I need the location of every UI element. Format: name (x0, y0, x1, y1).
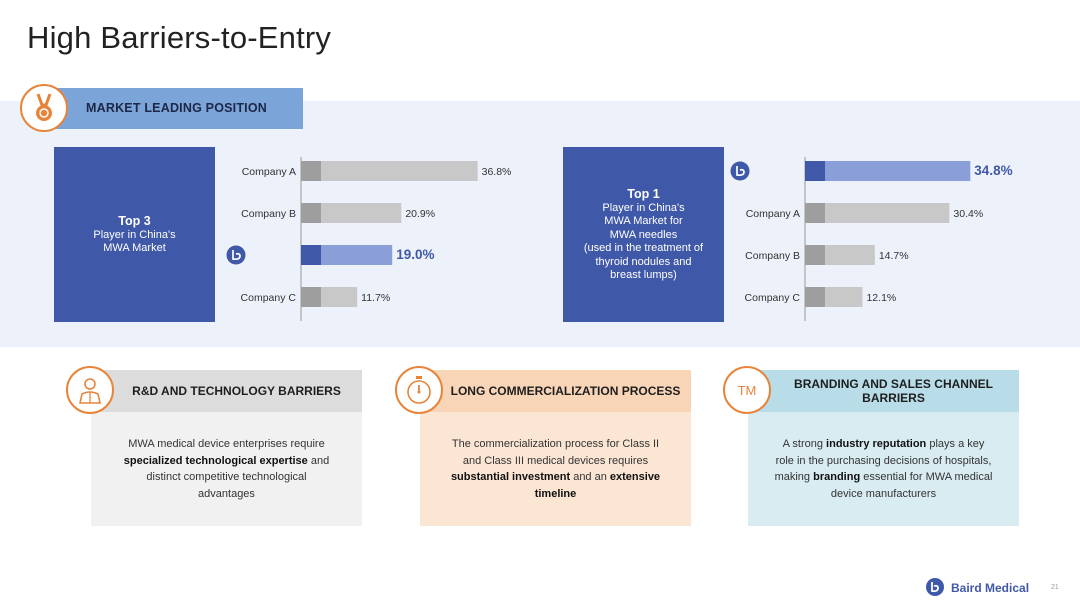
bar (301, 203, 402, 223)
value-label: 36.8% (482, 166, 512, 178)
bar-cap (301, 287, 321, 307)
card-body-text: essential for MWA medical device manufac… (830, 471, 993, 500)
value-label: 11.7% (361, 292, 390, 304)
bar-cap (301, 245, 321, 265)
bar (301, 245, 393, 265)
top1-note: (used in the treatment of thyroid nodule… (583, 242, 704, 281)
card-body-text: The commercialization process for Class … (451, 438, 660, 467)
market-header-label: MARKET LEADING POSITION (86, 101, 267, 115)
chart-right: 34.8% 30.4% Company A 14.7% Company B 12.1% Co… (730, 157, 1013, 321)
card-body-branding: A strong industry reputation plays a key… (748, 412, 1019, 526)
page-title: High Barriers-to-Entry (27, 20, 332, 55)
baird-logo-icon (730, 161, 750, 181)
card-body-text: and distinct competitive technological a… (146, 454, 330, 500)
card-header-branding: BRANDING AND SALES CHANNEL BARRIERS (748, 370, 1019, 412)
stopwatch-icon (395, 366, 443, 414)
baird-logo-icon (926, 578, 944, 596)
value-label: 30.4% (953, 208, 983, 220)
card-body-text: A strong (782, 438, 827, 450)
bar-cap (805, 245, 825, 265)
category-label: Company C (241, 292, 297, 304)
top3-box: Top 3 Player in China's MWA Market (54, 147, 215, 322)
medal-icon (20, 84, 68, 132)
bar (805, 161, 971, 181)
value-label: 14.7% (879, 250, 909, 262)
bar-cap (805, 203, 825, 223)
value-label: 19.0% (396, 247, 434, 262)
card-body-commercialization: The commercialization process for Class … (420, 412, 691, 526)
baird-logo-icon (226, 245, 246, 265)
card-body-rd: MWA medical device enterprises require s… (91, 412, 362, 526)
baird-logo-mark (736, 166, 745, 177)
chart-left: 36.8% Company A 20.9% Company B 19.0% 11.7% Co… (226, 157, 512, 321)
bar-cap (301, 203, 321, 223)
card-body-text: specialized technological expertise (123, 454, 308, 467)
value-label: 34.8% (974, 163, 1012, 178)
bar (805, 203, 950, 223)
top1-rank: Top 1 (627, 186, 660, 201)
card-header-rd: R&D AND TECHNOLOGY BARRIERS (91, 370, 362, 412)
footer-brand: Baird Medical (951, 581, 1030, 595)
baird-logo-mark (232, 250, 241, 261)
card-body-text: substantial investment (450, 471, 571, 483)
category-label: Company B (745, 250, 800, 262)
top3-desc: Player in China's MWA Market (93, 228, 176, 255)
category-label: Company A (746, 208, 800, 220)
card-body-text: MWA medical device enterprises require (128, 438, 325, 450)
market-header-bar (54, 88, 303, 129)
page-number: 21 (1051, 584, 1059, 591)
bar-cap (805, 161, 825, 181)
trademark-icon: TM (723, 366, 771, 414)
top1-box: Top 1 Player in China's MWA Market for M… (563, 147, 724, 322)
card-body-text: and an (570, 471, 610, 483)
category-label: Company C (745, 292, 801, 304)
card-body-text: plays a key role in the purchasing decis… (774, 438, 992, 483)
bar-cap (301, 161, 321, 181)
bar-cap (805, 287, 825, 307)
trademark-icon-text: TM (737, 382, 757, 398)
top3-rank: Top 3 (118, 213, 151, 228)
category-label: Company A (242, 166, 296, 178)
card-body-text: branding (813, 471, 861, 483)
card-body-text: extensive timeline (534, 471, 661, 500)
category-label: Company B (241, 208, 296, 220)
card-header-commercialization: LONG COMMERCIALIZATION PROCESS (420, 370, 691, 412)
card-body-text: industry reputation (826, 438, 927, 450)
value-label: 12.1% (866, 292, 896, 304)
value-label: 20.9% (405, 208, 435, 220)
bar (301, 161, 478, 181)
top1-desc: Player in China's MWA Market for MWA nee… (602, 201, 685, 241)
person-icon (66, 366, 114, 414)
